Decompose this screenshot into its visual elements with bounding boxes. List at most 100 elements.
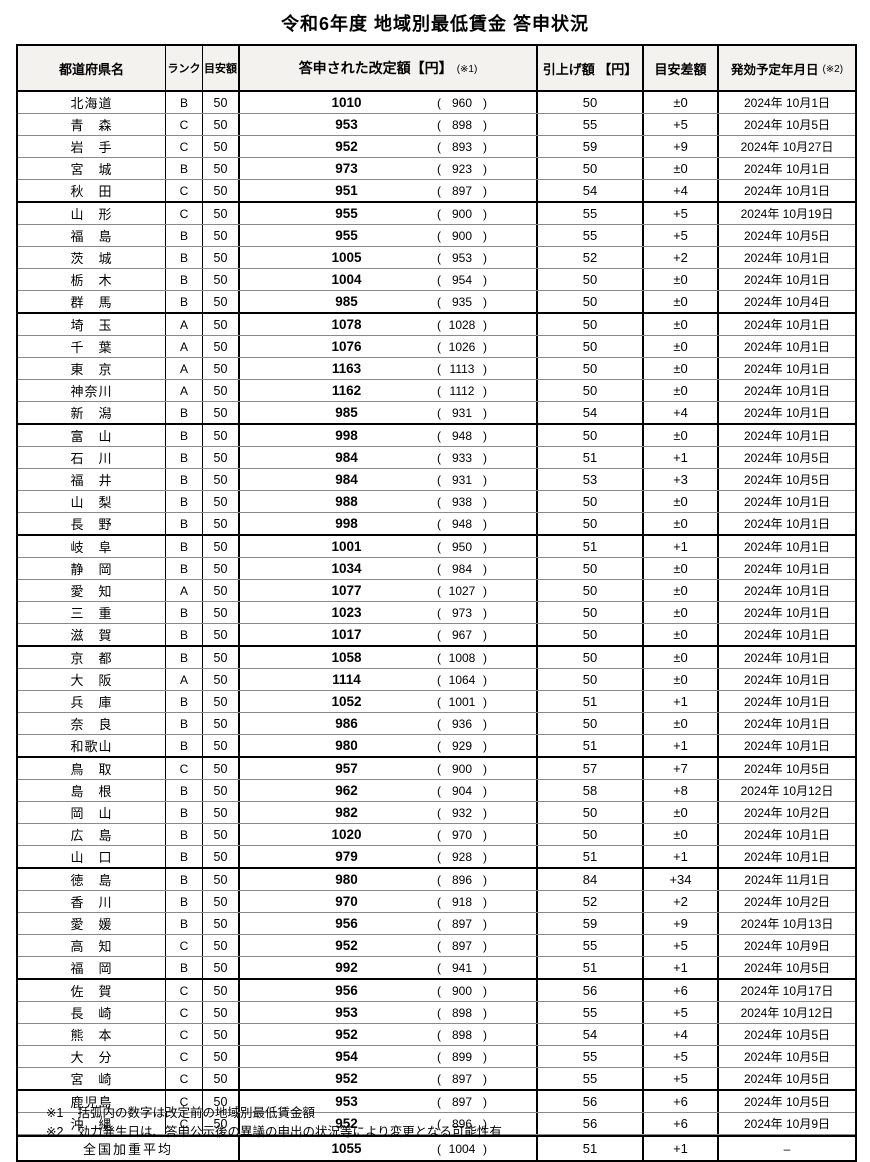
close-paren: ) — [483, 916, 487, 931]
pre-revision-group: (897) — [437, 184, 487, 198]
prefecture-name-cell: 三 重 — [18, 602, 166, 623]
rank-cell: B — [166, 491, 203, 512]
pre-revision-group: (948) — [437, 517, 487, 531]
guide-diff-cell: ±0 — [644, 647, 719, 668]
effective-date-cell: 2024年 10月1日 — [743, 540, 831, 554]
table-row: 大 分 C 50 954 (899) 55 +5 2024年 10月5日 — [18, 1046, 855, 1068]
raise-amount-cell: 55 — [538, 935, 644, 956]
revised-value: 956 — [335, 983, 358, 998]
guide-amount-cell: 50 — [203, 402, 240, 423]
header-prefecture: 都道府県名 — [18, 46, 166, 90]
table-row: 沖 縄 C 50 952 (896) 56 +6 2024年 10月9日 — [18, 1113, 855, 1135]
pre-revision-value: 967 — [451, 627, 473, 642]
pre-revision-value: 950 — [451, 539, 473, 554]
pre-revision-group: (933) — [437, 451, 487, 465]
table-row: 北海道 B 50 1010 (960) 50 ±0 2024年 10月1日 — [18, 92, 855, 114]
effective-date-cell: 2024年 10月1日 — [743, 340, 831, 354]
revised-value: 952 — [335, 1116, 358, 1131]
pre-revision-group: (1028) — [437, 318, 487, 332]
table-row: 長 野 B 50 998 (948) 50 ±0 2024年 10月1日 — [18, 513, 855, 536]
pre-revision-value: 900 — [451, 983, 473, 998]
revised-amount-cell: 1020 (970) — [240, 824, 538, 845]
revised-amount-cell: 973 (923) — [240, 158, 538, 179]
header-date-note: (※2) — [822, 64, 844, 75]
revised-value: 1010 — [331, 95, 362, 110]
pre-revision-value: 900 — [451, 206, 473, 221]
open-paren: ( — [437, 294, 441, 309]
revised-amount-cell: 953 (898) — [240, 1002, 538, 1023]
rank-cell: B — [166, 624, 203, 645]
open-paren: ( — [437, 272, 441, 287]
prefecture-name-cell: 高 知 — [18, 935, 166, 956]
guide-amount-cell: 50 — [203, 780, 240, 801]
guide-amount-cell: 50 — [203, 336, 240, 357]
guide-diff-cell: +5 — [644, 935, 719, 956]
revised-amount-cell: 992 (941) — [240, 957, 538, 978]
effective-date-cell: 2024年 10月2日 — [743, 806, 831, 820]
pre-revision-value: 897 — [451, 183, 473, 198]
raise-amount-cell: 53 — [538, 469, 644, 490]
pre-revision-group: (897) — [437, 939, 487, 953]
raise-amount-cell: 50 — [538, 291, 644, 312]
rank-cell: B — [166, 891, 203, 912]
guide-amount-cell: 50 — [203, 358, 240, 379]
close-paren: ) — [483, 1071, 487, 1086]
raise-amount-cell: 50 — [538, 824, 644, 845]
table-row: 群 馬 B 50 985 (935) 50 ±0 2024年 10月4日 — [18, 291, 855, 314]
guide-diff-cell: +5 — [644, 225, 719, 246]
pre-revision-group: (1064) — [437, 673, 487, 687]
prefecture-name-cell: 大 分 — [18, 1046, 166, 1067]
effective-date-cell: 2024年 10月1日 — [743, 384, 831, 398]
pre-revision-value: 938 — [451, 494, 473, 509]
table-row: 岐 阜 B 50 1001 (950) 51 +1 2024年 10月1日 — [18, 536, 855, 558]
rank-cell: B — [166, 269, 203, 290]
pre-revision-value: 931 — [451, 472, 473, 487]
revised-value: 952 — [335, 1027, 358, 1042]
pre-revision-value: 954 — [451, 272, 473, 287]
prefecture-name-cell: 埼 玉 — [18, 314, 166, 335]
raise-amount-cell: 55 — [538, 203, 644, 224]
close-paren: ) — [483, 1027, 487, 1042]
effective-date-cell: 2024年 10月1日 — [743, 584, 831, 598]
guide-amount-cell: 50 — [203, 1046, 240, 1067]
pre-revision-value: 900 — [451, 228, 473, 243]
effective-date-cell: 2024年 10月1日 — [743, 251, 831, 265]
guide-diff-cell: +1 — [644, 735, 719, 756]
pre-revision-value: 929 — [451, 738, 473, 753]
revised-value: 1076 — [331, 339, 362, 354]
rank-cell: B — [166, 291, 203, 312]
pre-revision-group: (900) — [437, 229, 487, 243]
prefecture-name-cell: 和歌山 — [18, 735, 166, 756]
rank-cell: B — [166, 869, 203, 890]
pre-revision-value: 897 — [451, 1094, 473, 1109]
raise-amount-cell: 56 — [538, 1091, 644, 1112]
prefecture-name-cell: 島 根 — [18, 780, 166, 801]
open-paren: ( — [437, 472, 441, 487]
effective-date-cell: 2024年 10月1日 — [743, 828, 831, 842]
close-paren: ) — [483, 561, 487, 576]
revised-amount-cell: 1052 (1001) — [240, 691, 538, 712]
revised-amount-cell: 1058 (1008) — [240, 647, 538, 668]
revised-value: 1163 — [331, 361, 362, 376]
guide-diff-cell: ±0 — [644, 336, 719, 357]
average-date-cell: – — [783, 1141, 791, 1156]
prefecture-name-cell: 静 岡 — [18, 558, 166, 579]
prefecture-name-cell: 山 梨 — [18, 491, 166, 512]
revised-amount-cell: 1163 (1113) — [240, 358, 538, 379]
pre-revision-value: 931 — [451, 405, 473, 420]
revised-value: 1023 — [331, 605, 362, 620]
open-paren: ( — [437, 783, 441, 798]
effective-date-cell: 2024年 10月5日 — [743, 473, 831, 487]
prefecture-name-cell: 岐 阜 — [18, 536, 166, 557]
pre-revision-group: (954) — [437, 273, 487, 287]
guide-diff-cell: +3 — [644, 469, 719, 490]
effective-date-cell: 2024年 10月12日 — [740, 1006, 834, 1020]
revised-value: 1001 — [331, 539, 362, 554]
guide-amount-cell: 50 — [203, 180, 240, 201]
effective-date-cell: 2024年 10月1日 — [743, 184, 831, 198]
footnotes: ※1 括弧内の数字は改定前の地域別最低賃金額 ※2 効力発生日は、答申公示後の異議の… — [46, 1104, 502, 1143]
guide-amount-cell: 50 — [203, 935, 240, 956]
table-row: 広 島 B 50 1020 (970) 50 ±0 2024年 10月1日 — [18, 824, 855, 846]
pre-revision-value: 1064 — [448, 672, 476, 687]
close-paren: ) — [483, 472, 487, 487]
